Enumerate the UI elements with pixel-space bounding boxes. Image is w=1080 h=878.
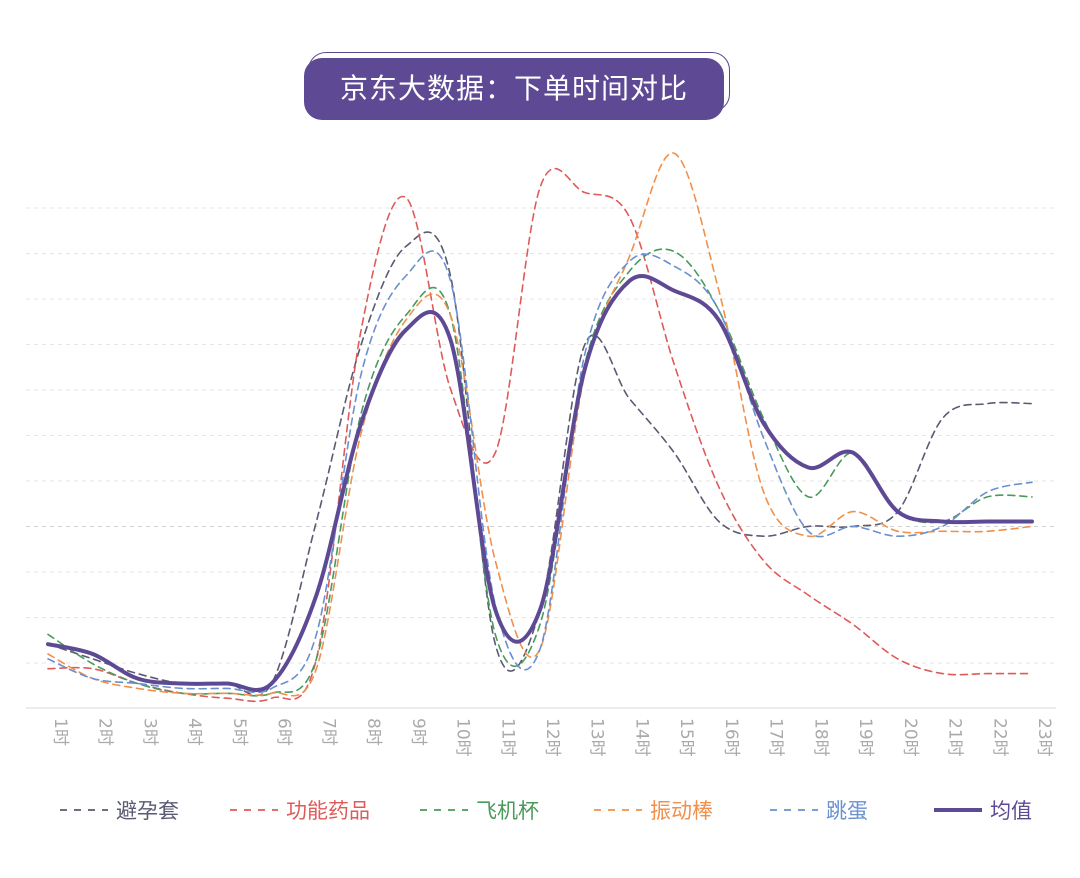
x-tick-label: 4时 — [184, 718, 204, 746]
x-tick-label: 21时 — [945, 718, 965, 757]
x-tick-label: 12时 — [542, 718, 562, 757]
legend-item: 振动棒 — [592, 790, 713, 830]
legend-swatch — [934, 808, 982, 812]
x-tick-label: 5时 — [229, 718, 249, 746]
x-tick-label: 6时 — [274, 718, 294, 746]
x-tick-label: 8时 — [363, 718, 383, 746]
series-lines — [46, 152, 1034, 703]
legend-label: 振动棒 — [650, 799, 713, 823]
series-line-2 — [47, 248, 1033, 697]
legend-label: 避孕套 — [116, 799, 179, 823]
legend-label: 飞机杯 — [476, 799, 539, 823]
legend-swatch — [594, 809, 642, 811]
legend-swatch — [60, 809, 108, 811]
x-tick-label: 7时 — [318, 718, 338, 746]
x-tick-label: 16时 — [721, 718, 741, 757]
x-tick-label: 11时 — [497, 718, 517, 757]
legend-label: 跳蛋 — [826, 799, 868, 823]
legend-label: 功能药品 — [286, 799, 370, 823]
legend-swatch — [770, 809, 818, 811]
series-line-4 — [47, 250, 1033, 694]
legend-item: 跳蛋 — [768, 790, 868, 830]
x-tick-label: 14时 — [631, 718, 651, 757]
x-tick-label: 22时 — [989, 718, 1009, 757]
x-tick-label: 15时 — [676, 718, 696, 757]
series-line-3 — [47, 152, 1033, 697]
x-tick-label: 18时 — [810, 718, 830, 757]
series-line-1 — [47, 167, 1033, 703]
x-tick-labels: 1时 2时 3时 4时 5时 6时 7时 8时 9时 10时 11时 12时 13时 14时 15时 16时 1… — [50, 718, 1054, 757]
x-tick-label: 13时 — [587, 718, 607, 757]
x-tick-label: 9时 — [408, 718, 428, 746]
legend-item: 均值 — [932, 790, 1032, 830]
x-tick-label: 2时 — [95, 718, 115, 746]
x-tick-label: 3时 — [139, 718, 159, 746]
legend-item: 飞机杯 — [418, 790, 539, 830]
legend-swatch — [230, 809, 278, 811]
legend-swatch — [420, 809, 468, 811]
legend-item: 避孕套 — [58, 790, 179, 830]
x-tick-label: 19时 — [855, 718, 875, 757]
series-line-5 — [46, 273, 1034, 692]
x-tick-label: 17时 — [766, 718, 786, 757]
chart-title: 京东大数据：下单时间对比 — [304, 58, 724, 120]
chart-title-area: 京东大数据：下单时间对比 — [0, 0, 1080, 140]
grid — [26, 207, 1056, 709]
x-tick-label: 1时 — [50, 718, 70, 746]
legend: 避孕套 功能药品 飞机杯 振动棒 跳蛋 均值 — [0, 790, 1080, 830]
x-tick-label: 10时 — [453, 718, 473, 757]
line-chart: 1时 2时 3时 4时 5时 6时 7时 8时 9时 10时 11时 12时 13时 14时 15时 16时 1… — [26, 152, 1056, 757]
x-tick-label: 20时 — [900, 718, 920, 757]
legend-label: 均值 — [990, 799, 1032, 823]
legend-item: 功能药品 — [228, 790, 370, 830]
x-tick-label: 23时 — [1034, 718, 1054, 757]
